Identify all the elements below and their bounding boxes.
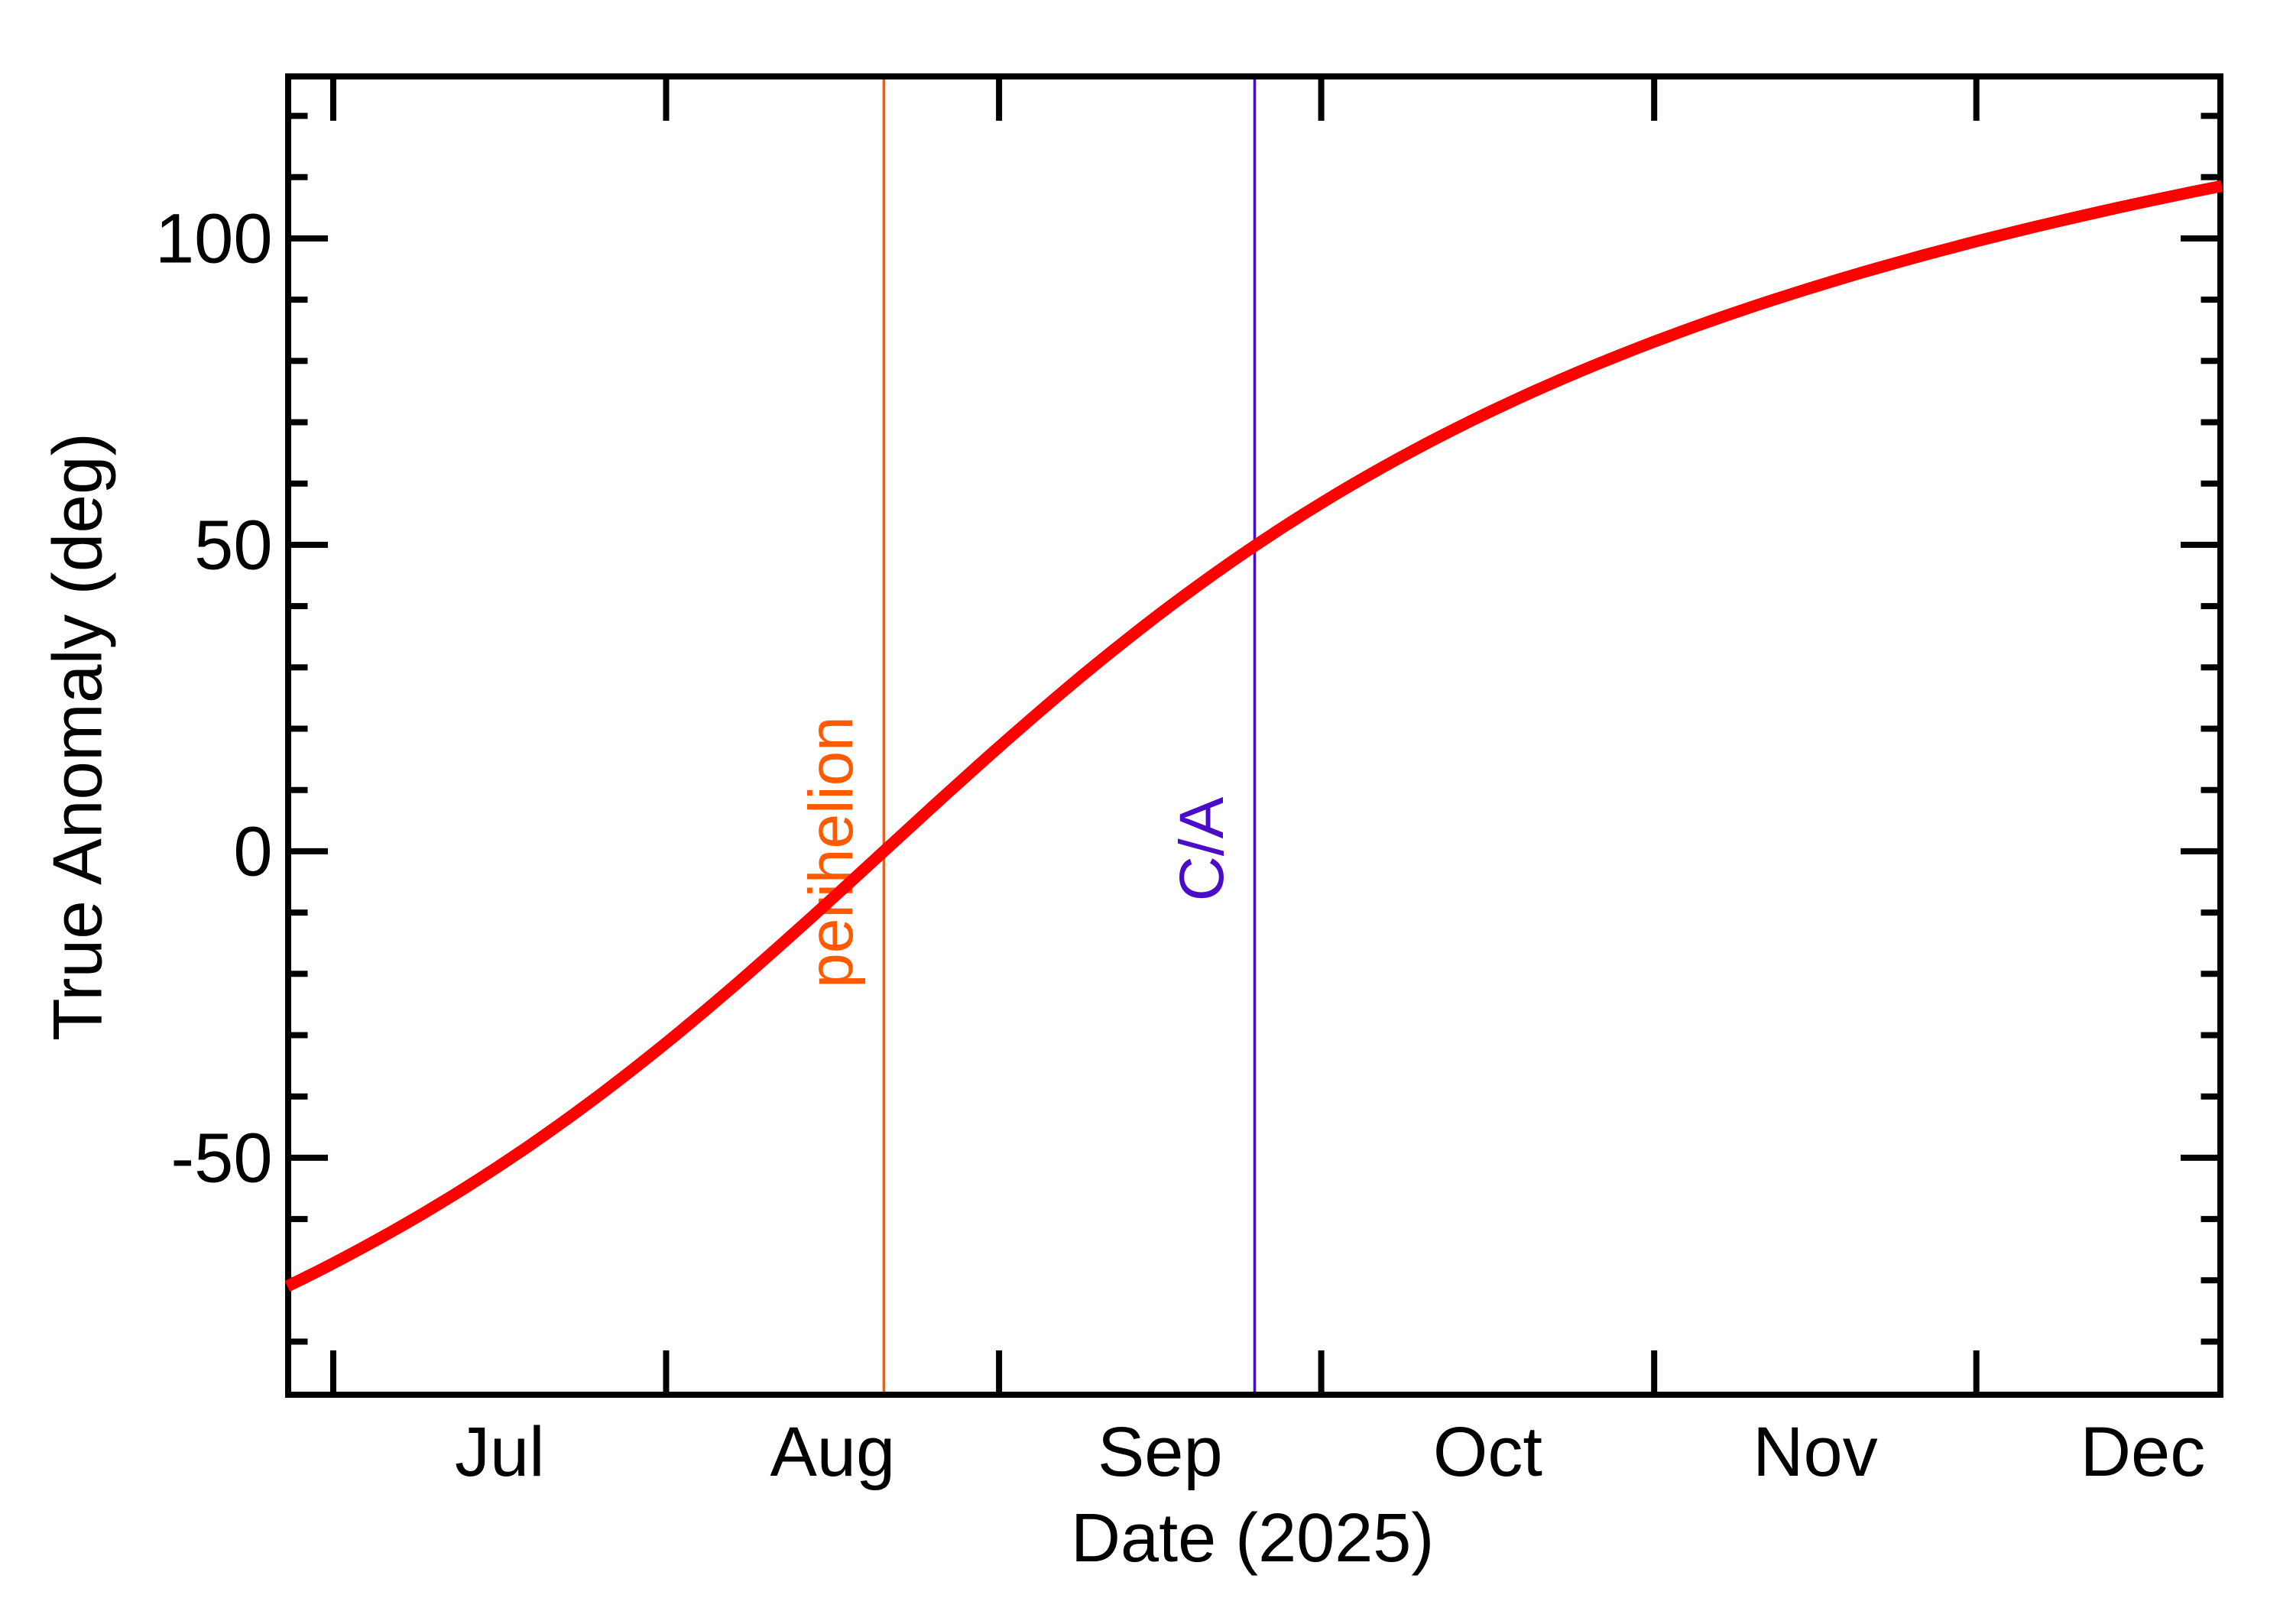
svg-text:50: 50 [194,506,272,584]
svg-text:C/A: C/A [1167,796,1237,901]
svg-text:Date (2025): Date (2025) [1071,1500,1434,1577]
svg-text:perihelion: perihelion [796,716,866,988]
svg-text:Nov: Nov [1753,1413,1878,1491]
svg-text:Dec: Dec [2081,1413,2206,1491]
svg-text:0: 0 [233,812,272,890]
svg-text:-50: -50 [171,1119,273,1197]
svg-text:Oct: Oct [1433,1413,1542,1491]
svg-text:True Anomaly (deg): True Anomaly (deg) [40,433,117,1041]
svg-text:Jul: Jul [455,1413,545,1491]
svg-text:100: 100 [155,200,273,278]
svg-text:Sep: Sep [1098,1413,1223,1491]
svg-text:Aug: Aug [770,1413,895,1491]
